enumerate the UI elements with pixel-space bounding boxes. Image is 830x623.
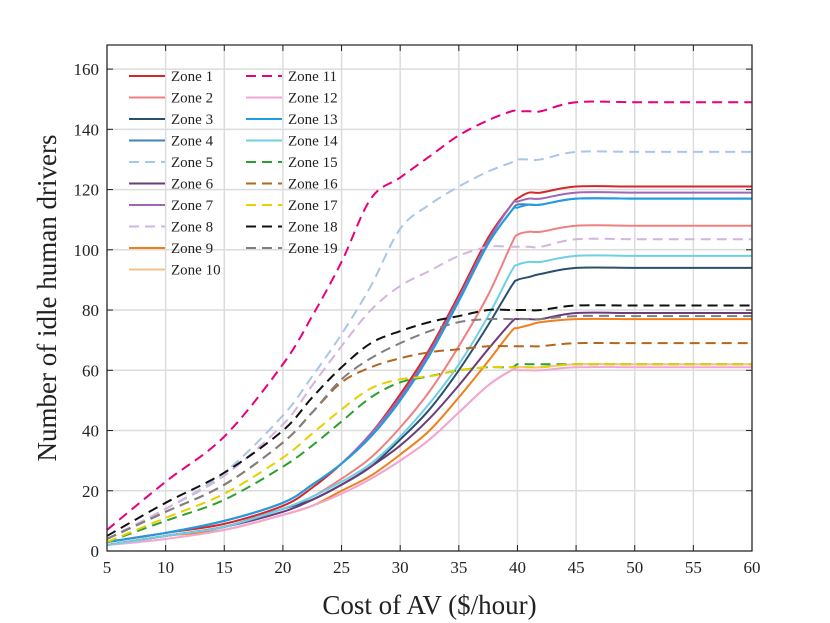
series-line-zone-16 [106,341,752,540]
legend-label-zone-4: Zone 4 [171,134,214,150]
x-tick-label: 5 [103,558,112,577]
legend-label-zone-8: Zone 8 [171,220,213,236]
series-line-zone-17 [106,363,752,543]
y-tick-label: 100 [74,241,100,260]
x-tick-label: 40 [509,558,526,577]
x-tick-label: 20 [274,558,291,577]
x-tick-label: 60 [744,558,761,577]
x-tick-label: 50 [626,558,643,577]
series-line-zone-13 [106,197,752,543]
series-line-zone-12 [106,366,752,546]
series-line-zone-14 [106,254,752,546]
y-tick-label: 0 [91,542,100,561]
y-tick-label: 160 [74,60,100,79]
y-axis-title: Number of idle human drivers [32,135,62,462]
legend-label-zone-17: Zone 17 [288,198,338,214]
axis-ticks: 5 10 15 20 25 30 35 40 45 50 55 60 0 20 40 60 80 100 120 14… [74,45,761,577]
legend-label-zone-15: Zone 15 [288,155,338,171]
legend-label-zone-10: Zone 10 [171,263,221,279]
series-line-zone-18 [106,304,752,537]
legend-label-zone-5: Zone 5 [171,155,213,171]
legend-label-zone-16: Zone 16 [288,177,338,193]
series-line-zone-5 [106,150,752,540]
series-line-zone-11 [106,100,752,531]
legend-label-zone-2: Zone 2 [171,91,213,107]
plot-frame [106,44,753,552]
y-tick-label: 80 [82,301,99,320]
x-tick-label: 15 [216,558,233,577]
y-tick-label: 20 [82,482,99,501]
legend: Zone 1 Zone 2 Zone 3 Zone 4 Zone 5 Zone 6 Zone… [129,69,338,279]
legend-label-zone-14: Zone 14 [288,134,338,150]
y-tick-label: 40 [82,422,99,441]
x-tick-label: 10 [157,558,174,577]
legend-label-zone-1: Zone 1 [171,69,213,85]
y-tick-label: 60 [82,361,99,380]
series-line-zone-8 [106,237,752,540]
x-tick-label: 30 [392,558,409,577]
legend-label-zone-6: Zone 6 [171,177,214,193]
x-tick-label: 45 [568,558,585,577]
x-tick-label: 55 [685,558,702,577]
legend-label-zone-9: Zone 9 [171,241,213,257]
legend-label-zone-19: Zone 19 [288,241,338,257]
legend-label-zone-12: Zone 12 [288,91,338,107]
series-line-zone-19 [106,314,752,540]
x-axis-title: Cost of AV ($/hour) [322,590,536,620]
x-tick-label: 25 [333,558,350,577]
y-tick-label: 120 [74,181,100,200]
legend-label-zone-3: Zone 3 [171,112,213,128]
series-line-zone-6 [106,311,752,546]
y-tick-label: 140 [74,120,100,139]
legend-label-zone-11: Zone 11 [288,69,337,85]
series-line-zone-1 [106,185,752,543]
legend-label-zone-18: Zone 18 [288,220,338,236]
legend-label-zone-13: Zone 13 [288,112,338,128]
x-tick-label: 35 [450,558,467,577]
series-lines [106,100,752,546]
legend-label-zone-7: Zone 7 [171,198,214,214]
